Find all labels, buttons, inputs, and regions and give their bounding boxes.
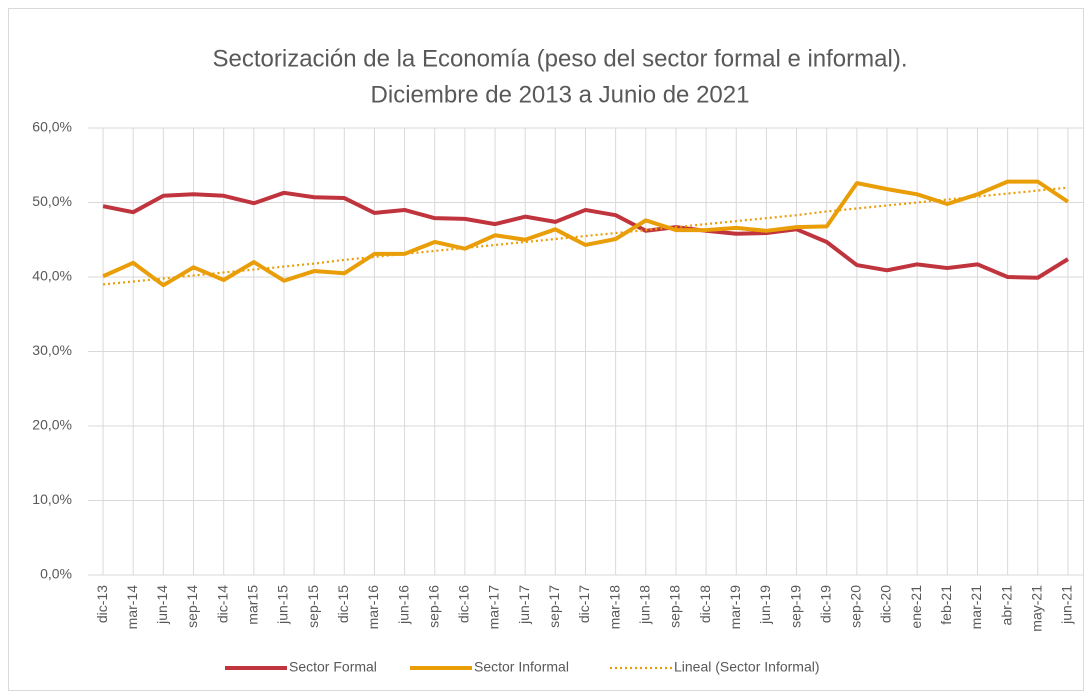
- x-tick-label: may-21: [1028, 585, 1044, 632]
- x-tick-label: sep-19: [787, 585, 803, 628]
- legend-label: Sector Formal: [289, 659, 377, 675]
- x-tick-label: dic-20: [878, 585, 894, 623]
- x-tick-label: sep-20: [848, 585, 864, 628]
- x-tick-label: mar-17: [486, 585, 502, 630]
- line-series: [102, 190, 1069, 280]
- y-tick-label: 0,0%: [40, 566, 72, 582]
- x-tick-label: mar-21: [968, 585, 984, 630]
- x-tick-label: dic-18: [697, 585, 713, 623]
- legend-label: Sector Informal: [474, 659, 569, 675]
- x-tick-label: dic-14: [214, 585, 230, 623]
- chart-title: Sectorización de la Economía (peso del s…: [213, 45, 908, 72]
- x-tick-label: jun-14: [154, 585, 170, 625]
- chart-title: Diciembre de 2013 a Junio de 2021: [371, 81, 750, 108]
- x-tick-label: sep-18: [667, 585, 683, 628]
- y-tick-label: 30,0%: [32, 342, 72, 358]
- x-tick-label: sep-16: [425, 585, 441, 628]
- x-tick-label: mar-19: [727, 585, 743, 630]
- y-tick-label: 60,0%: [32, 119, 72, 135]
- x-tick-label: dic-16: [456, 585, 472, 623]
- x-tick-label: dic-17: [576, 585, 592, 623]
- y-tick-label: 40,0%: [32, 268, 72, 284]
- y-tick-label: 10,0%: [32, 491, 72, 507]
- line-series: [102, 186, 1069, 286]
- x-tick-label: jun-18: [637, 585, 653, 625]
- y-tick-label: 20,0%: [32, 417, 72, 433]
- x-tick-label: dic-15: [335, 585, 351, 623]
- x-tick-label: sep-17: [546, 585, 562, 628]
- x-tick-label: mar-16: [365, 585, 381, 630]
- x-tick-label: sep-15: [305, 585, 321, 628]
- x-tick-label: jun-16: [395, 585, 411, 625]
- legend-label: Lineal (Sector Informal): [674, 659, 820, 675]
- x-tick-label: mar-18: [606, 585, 622, 630]
- x-tick-label: mar15: [245, 585, 261, 625]
- x-tick-label: jun-15: [275, 585, 291, 625]
- x-tick-label: dic-13: [94, 585, 110, 623]
- x-tick-label: abr-21: [998, 585, 1014, 626]
- x-tick-label: feb-21: [938, 585, 954, 625]
- x-tick-label: dic-19: [817, 585, 833, 623]
- y-tick-label: 50,0%: [32, 193, 72, 209]
- x-tick-label: jun-19: [757, 585, 773, 625]
- x-tick-label: jun-21: [1059, 585, 1075, 625]
- x-tick-label: sep-14: [184, 585, 200, 628]
- x-tick-label: mar-14: [124, 585, 140, 630]
- x-tick-label: jun-17: [516, 585, 532, 625]
- chart-border: [8, 8, 1084, 691]
- x-tick-label: ene-21: [908, 585, 924, 629]
